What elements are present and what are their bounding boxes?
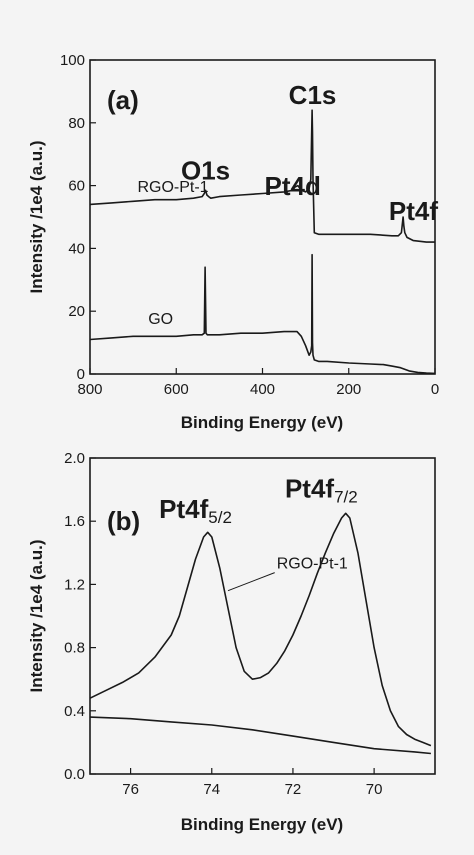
panel-b-y-tick-label: 2.0 [64,450,85,467]
panel-a-label-rgo-pt-1: RGO-Pt-1 [137,179,208,196]
panel-b-pt4f-spectrum: (b) Binding Energy (eV) Intensity /1e4 (… [27,450,436,834]
panel-b-plot-frame [89,457,436,775]
panel-b-y-tick-label: 0.8 [64,640,85,657]
panel-a-series [89,109,436,375]
panel-a-annotations: RGO-Pt-1 GO O1s Pt4d C1s Pt4f [137,80,438,328]
panel-a-y-tick-label: 40 [68,240,85,257]
panel-b-ticks: 76 74 72 70 0.0 0.4 0.8 1.2 1.6 2.0 [64,450,382,798]
panel-b-peak-label-pt4f-7-2: Pt4f7/2 [285,474,358,507]
panel-b-x-tick-label: 76 [122,781,139,798]
panel-b-y-axis-title: Intensity /1e4 (a.u.) [27,539,46,692]
panel-a-peak-label-o1s: O1s [181,155,230,185]
panel-a-series-go [89,253,436,375]
panel-a-plot-frame [89,59,436,375]
panel-b-x-tick-label: 70 [366,781,383,798]
panel-a-x-axis-title: Binding Energy (eV) [181,413,343,432]
panel-a-peak-label-c1s: C1s [289,80,337,110]
panel-b-x-tick-label: 72 [285,781,302,798]
panel-b-x-tick-label: 74 [203,781,220,798]
panel-a-x-tick-label: 400 [250,381,275,398]
panel-a-label-go: GO [148,311,173,328]
panel-b-leader-line [227,572,275,592]
panel-a-x-tick-label: 800 [77,381,102,398]
panel-b-y-tick-label: 0.0 [64,766,85,783]
panel-b-series [89,512,432,755]
panel-b-peak-label-pt4f-5-2: Pt4f5/2 [159,494,232,527]
panel-a-y-tick-label: 0 [77,366,85,383]
panel-a-x-tick-label: 0 [431,381,439,398]
panel-a-survey-spectrum: (a) Binding Energy (eV) Intensity /1e4 (… [27,52,439,432]
panel-b-x-axis-title: Binding Energy (eV) [181,815,343,834]
panel-a-x-tick-label: 600 [164,381,189,398]
panel-a-y-tick-label: 20 [68,303,85,320]
panel-b-y-tick-label: 1.6 [64,513,85,530]
panel-a-peak-label-pt4f: Pt4f [389,196,438,226]
panel-a-y-tick-label: 60 [68,178,85,195]
panel-a-x-tick-label: 200 [336,381,361,398]
panel-b-y-tick-label: 1.2 [64,576,85,593]
panel-a-series-rgo-pt-1 [89,109,435,243]
panel-b-series-rgo-pt-1 [89,512,432,747]
panel-b-y-tick-label: 0.4 [64,703,85,720]
panel-a-y-tick-label: 100 [60,52,85,69]
panel-b-label-rgo-pt-1: RGO-Pt-1 [277,556,348,573]
panel-a-ticks: 800 600 400 200 0 0 20 40 60 80 100 [60,52,439,398]
panel-b-label: (b) [107,506,140,536]
panel-a-y-axis-title: Intensity /1e4 (a.u.) [27,140,46,293]
panel-a-peak-label-pt4d: Pt4d [265,171,321,201]
panel-a-label: (a) [107,85,139,115]
panel-a-y-tick-label: 80 [68,115,85,132]
panel-b-annotations: RGO-Pt-1 Pt4f5/2 Pt4f7/2 [159,474,358,592]
panel-b-series-baseline [89,716,431,755]
